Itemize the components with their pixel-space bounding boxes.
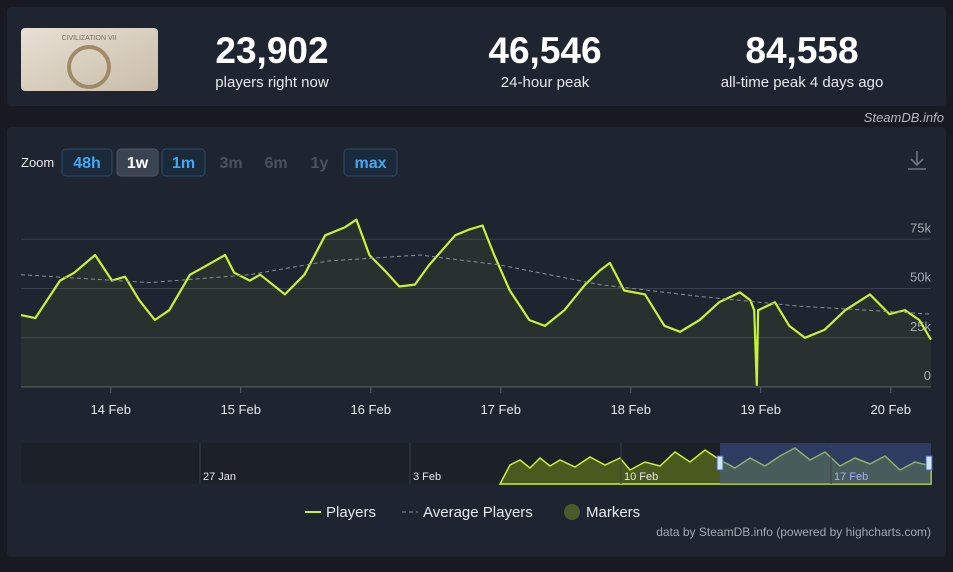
game-thumbnail[interactable]: [21, 28, 158, 91]
navigator-label: 17 Feb: [834, 471, 868, 483]
x-tick-label: 17 Feb: [480, 402, 520, 417]
x-tick-label: 15 Feb: [220, 402, 260, 417]
source[interactable]: data by SteamDB.info (powered by highcha…: [656, 525, 931, 539]
stat-label: 24-hour peak: [501, 74, 590, 91]
zoom-button-label[interactable]: 1w: [127, 155, 149, 172]
thumbnail-emblem: [67, 45, 111, 89]
navigator-label: 27 Jan: [203, 471, 236, 483]
download-icon[interactable]: [908, 151, 926, 170]
navigator-handle[interactable]: [925, 455, 933, 471]
credit[interactable]: SteamDB.info: [864, 110, 944, 125]
stat-value: 84,558: [745, 30, 858, 71]
y-tick-label: 0: [924, 368, 931, 383]
navigator-handle[interactable]: [716, 455, 724, 471]
zoom-label: Zoom: [21, 155, 54, 170]
zoom-button-label: 1y: [311, 155, 329, 172]
zoom-button[interactable]: [161, 148, 206, 177]
series-line: [20, 218, 932, 387]
stat-value: 23,902: [215, 30, 328, 71]
zoom-button-label[interactable]: max: [354, 155, 386, 172]
stat-label: all-time peak 4 days ago: [721, 74, 884, 91]
stat-label: players right now: [215, 74, 329, 91]
x-tick-label: 14 Feb: [90, 402, 130, 417]
x-tick-label: 16 Feb: [350, 402, 390, 417]
navigator-label: 10 Feb: [624, 471, 658, 483]
legend-label[interactable]: Markers: [586, 504, 640, 521]
legend-symbol[interactable]: [564, 504, 580, 520]
zoom-button-label: 6m: [264, 155, 287, 172]
stat-value: 46,546: [488, 30, 601, 71]
header-panel: [7, 7, 946, 106]
y-tick-label: 50k: [910, 270, 931, 285]
legend-label[interactable]: Players: [326, 504, 376, 521]
zoom-button-label[interactable]: 48h: [73, 155, 101, 172]
game-title: CIVILIZATION VII: [61, 35, 116, 42]
navigator-selection[interactable]: [720, 443, 931, 484]
x-tick-label: 19 Feb: [740, 402, 780, 417]
navigator-series: [498, 447, 932, 485]
series-area: [21, 219, 931, 387]
zoom-button[interactable]: [116, 148, 159, 177]
navigator-label: 3 Feb: [413, 471, 441, 483]
x-tick-label: 20 Feb: [870, 402, 910, 417]
y-tick-label: 75k: [910, 220, 931, 235]
zoom-button-label[interactable]: 1m: [172, 155, 195, 172]
zoom-button[interactable]: [343, 148, 398, 177]
zoom-button[interactable]: [61, 148, 113, 177]
x-tick-label: 18 Feb: [610, 402, 650, 417]
zoom-button-label: 3m: [219, 155, 242, 172]
legend-label[interactable]: Average Players: [423, 504, 533, 521]
